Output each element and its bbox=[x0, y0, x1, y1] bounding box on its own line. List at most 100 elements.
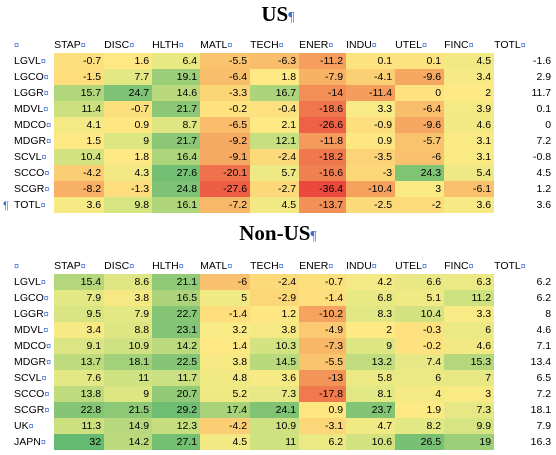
heat-cell: 11 bbox=[104, 370, 153, 386]
heat-cell: -3 bbox=[346, 165, 396, 181]
table-row: MDCO¤ 4.1 0.9 8.7 -6.5 2.1 -26.6 -0.9 -9.6 4.6 0 bbox=[14, 117, 554, 133]
heat-cell: -6.4 bbox=[200, 69, 251, 85]
heat-cell: -1.4 bbox=[200, 306, 251, 322]
heat-cell: -0.3 bbox=[395, 322, 445, 338]
heat-cell: 3.4 bbox=[444, 69, 495, 85]
heat-cell: 7.4 bbox=[395, 354, 445, 370]
heat-cell: 12.1 bbox=[250, 133, 300, 149]
heat-cell: 12.3 bbox=[152, 418, 201, 434]
heat-cell: 5.2 bbox=[200, 386, 251, 402]
heat-cell: 0.1 bbox=[346, 53, 396, 69]
heat-cell: 1.6 bbox=[104, 53, 153, 69]
heat-cell: 15.7 bbox=[54, 85, 105, 101]
heat-cell: 27.6 bbox=[152, 165, 201, 181]
row-label-text: SCGR bbox=[14, 183, 45, 195]
heat-cell: 8.7 bbox=[152, 117, 201, 133]
heat-cell: 14.6 bbox=[152, 85, 201, 101]
heat-cell: 3.6 bbox=[250, 370, 300, 386]
heat-cell: -11.4 bbox=[346, 85, 396, 101]
heat-cell: 3.8 bbox=[200, 354, 251, 370]
column-header-label: UTEL bbox=[395, 260, 422, 272]
heat-cell: 9 bbox=[346, 338, 396, 354]
heat-cell: -9.2 bbox=[200, 133, 251, 149]
heat-cell: 21.7 bbox=[152, 133, 201, 149]
heat-cell: 1.8 bbox=[104, 149, 153, 165]
heat-cell: -5.5 bbox=[299, 354, 347, 370]
heat-cell: 22.7 bbox=[152, 306, 201, 322]
heat-cell: 23.7 bbox=[346, 402, 396, 418]
heat-cell: -2 bbox=[395, 197, 445, 213]
heat-cell: 16.3 bbox=[530, 436, 552, 448]
table-row: LGCO¤ 7.9 3.8 16.5 5 -2.9 -1.4 6.8 5.1 11.2 6.2 bbox=[14, 290, 554, 306]
heat-cell: -0.4 bbox=[250, 101, 300, 117]
cell-marker: ¤ bbox=[227, 40, 233, 50]
cell-marker: ¤ bbox=[328, 40, 334, 50]
heat-cell: 15.4 bbox=[54, 274, 105, 290]
column-header: INDU¤ bbox=[346, 37, 395, 53]
heat-cell: 11.7 bbox=[531, 87, 552, 99]
heat-cell: 1.9 bbox=[395, 402, 445, 418]
column-header: TECH¤ bbox=[250, 37, 299, 53]
heat-cell: -4.1 bbox=[346, 69, 396, 85]
table-row: MDCO¤ 9.1 10.9 14.2 1.4 10.3 -7.3 9 -0.2 4.6 7.1 bbox=[14, 338, 554, 354]
cell-marker: ¤ bbox=[421, 40, 427, 50]
column-header: ENER¤ bbox=[299, 258, 346, 274]
cell-marker: ¤ bbox=[278, 261, 284, 271]
heat-cell: -0.9 bbox=[346, 117, 396, 133]
table-row: LGVL¤ 15.4 8.6 21.1 -6 -2.4 -0.7 4.2 6.6 6.3 6.2 bbox=[14, 274, 554, 290]
column-header-label: MATL bbox=[200, 260, 228, 272]
heat-cell: 9.1 bbox=[54, 338, 105, 354]
row-label: SCGR¤ bbox=[14, 402, 54, 418]
heat-cell: 1.2 bbox=[250, 306, 300, 322]
row-label: MDVL¤ bbox=[14, 322, 54, 338]
heat-cell: 4.6 bbox=[536, 324, 552, 336]
heat-cell: -0.7 bbox=[104, 101, 153, 117]
row-label: MDVL¤ bbox=[14, 101, 54, 117]
heat-cell: 6.2 bbox=[536, 276, 552, 288]
heat-cell: -26.6 bbox=[299, 117, 347, 133]
heat-cell: 10.9 bbox=[250, 418, 300, 434]
heat-cell: 24.7 bbox=[104, 85, 153, 101]
cell-marker: ¤ bbox=[178, 261, 184, 271]
cell-marker: ¤ bbox=[178, 40, 184, 50]
heat-cell: 7.9 bbox=[104, 306, 153, 322]
row-label: JAPN¤ bbox=[14, 434, 54, 450]
heat-cell: 16.5 bbox=[152, 290, 201, 306]
heat-cell: 8.2 bbox=[395, 418, 445, 434]
heat-cell: -4.2 bbox=[54, 165, 105, 181]
us-heatmap-table: ¤ STAP¤ DISC¤ HLTH¤ MATL¤ TECH¤ ENER¤ INDU¤ UTEL… bbox=[14, 37, 554, 213]
header-row: ¤ STAP¤ DISC¤ HLTH¤ MATL¤ TECH¤ ENER¤ INDU¤ UTEL… bbox=[14, 37, 554, 53]
heat-cell: -4.9 bbox=[299, 322, 347, 338]
heat-cell: -0.2 bbox=[395, 338, 445, 354]
table-row: SCGR¤ -8.2 -1.3 24.8 -27.6 -2.7 -36.4 -10.4 3 -6.… bbox=[14, 181, 554, 197]
heat-cell: 20.7 bbox=[152, 386, 201, 402]
heat-cell: -3.5 bbox=[346, 149, 396, 165]
heat-cell: -18.6 bbox=[299, 101, 347, 117]
cell-marker: ¤ bbox=[468, 40, 474, 50]
heat-cell: 22.5 bbox=[152, 354, 201, 370]
column-header-label: FINC bbox=[444, 260, 469, 272]
column-header: TOTL¤ bbox=[494, 37, 554, 53]
cell-marker: ¤ bbox=[129, 261, 135, 271]
column-header: UTEL¤ bbox=[395, 37, 444, 53]
heat-cell: 5.4 bbox=[444, 165, 495, 181]
row-label-text: SCVL bbox=[14, 372, 42, 384]
cell-marker: ¤ bbox=[41, 152, 47, 162]
heat-cell: 21.5 bbox=[104, 402, 153, 418]
heat-cell: 18.1 bbox=[104, 354, 153, 370]
heat-cell: -3.3 bbox=[200, 85, 251, 101]
cell-marker: ¤ bbox=[371, 40, 377, 50]
heat-cell: 4.8 bbox=[200, 370, 251, 386]
heat-cell: 10.4 bbox=[54, 149, 105, 165]
heat-cell: 9 bbox=[104, 133, 153, 149]
heat-cell: 4 bbox=[395, 386, 445, 402]
heat-cell: -27.6 bbox=[200, 181, 251, 197]
heat-cell: 3.8 bbox=[104, 290, 153, 306]
heat-cell: 0.9 bbox=[346, 133, 396, 149]
heat-cell: 7.3 bbox=[444, 402, 495, 418]
heat-cell: -5.5 bbox=[200, 53, 251, 69]
heat-cell: 2.1 bbox=[250, 117, 300, 133]
heat-cell: -13.7 bbox=[299, 197, 347, 213]
heat-cell: 4.5 bbox=[444, 53, 495, 69]
cell-marker: ¤ bbox=[371, 261, 377, 271]
